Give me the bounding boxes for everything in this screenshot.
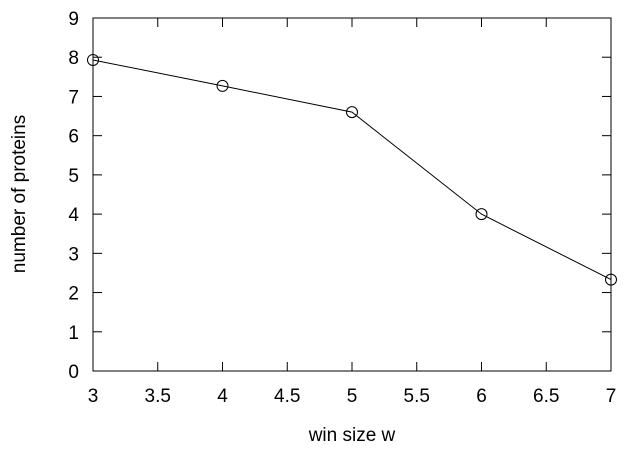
data-point: [216, 79, 229, 92]
y-tick-label: 8: [68, 48, 79, 69]
plot-frame: [92, 17, 612, 372]
series-line: [92, 59, 612, 281]
y-tick-label: 2: [68, 284, 79, 305]
x-tick-label: 3: [88, 386, 99, 407]
x-tick-label: 3.5: [145, 386, 171, 407]
y-tick-label: 7: [68, 87, 79, 108]
x-tick-label: 6: [476, 386, 487, 407]
y-tick-label: 5: [68, 166, 79, 187]
data-point: [346, 106, 358, 119]
y-tick-label: 4: [68, 205, 79, 226]
y-tick-label: 6: [68, 127, 79, 148]
y-tick-label: 1: [68, 323, 79, 344]
data-point: [475, 208, 488, 221]
x-tick-label: 5.5: [404, 386, 430, 407]
axis-ticks: 3 3.5 4 4.5 5 5.5 6 6.5 7 0 1 2 3 4 5 6 7 8 9: [68, 9, 616, 407]
y-axis-label: number of proteins: [9, 115, 30, 273]
x-tick-label: 4.5: [274, 386, 300, 407]
y-tick-label: 3: [68, 244, 79, 265]
y-tick-label: 9: [68, 9, 79, 30]
x-tick-label: 5: [347, 386, 358, 407]
x-tick-label: 7: [606, 386, 617, 407]
x-tick-label: 6.5: [533, 386, 559, 407]
series-group: [87, 53, 617, 286]
x-axis-label: win size w: [308, 425, 396, 446]
x-tick-label: 4: [217, 386, 228, 407]
y-tick-label: 0: [68, 362, 79, 383]
